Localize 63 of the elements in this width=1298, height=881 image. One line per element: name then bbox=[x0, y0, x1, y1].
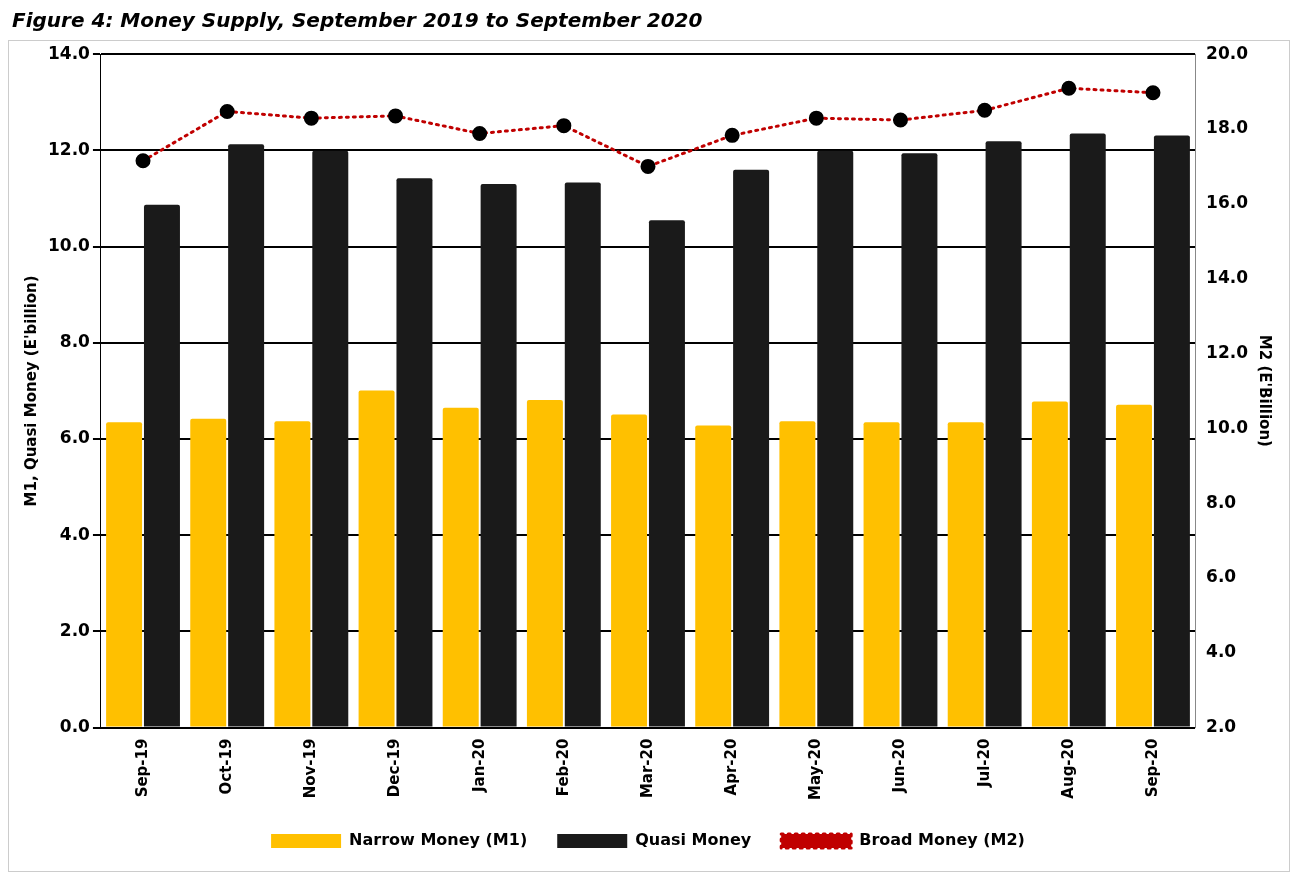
bar bbox=[228, 144, 265, 727]
bar bbox=[143, 204, 180, 727]
y2-tick-label: 20.0 bbox=[1206, 42, 1249, 63]
bar bbox=[648, 220, 685, 727]
bar bbox=[1069, 133, 1106, 727]
bar bbox=[526, 400, 563, 727]
y-tick-label: 12.0 bbox=[47, 138, 91, 159]
y2-tick-label: 18.0 bbox=[1206, 117, 1249, 138]
chart-title: Figure 4: Money Supply, September 2019 to September 2020 bbox=[12, 8, 704, 32]
y2-tick-label: 10.0 bbox=[1206, 416, 1249, 437]
y-tick-label: 6.0 bbox=[59, 427, 91, 448]
legend-label: Quasi Money bbox=[635, 830, 752, 850]
x-tick-label: May-20 bbox=[806, 738, 825, 800]
y-tick-label: 8.0 bbox=[59, 331, 91, 352]
x-tick-label: Sep-19 bbox=[132, 738, 151, 798]
x-tick-label: Aug-20 bbox=[1058, 738, 1077, 799]
bar bbox=[947, 422, 984, 727]
legend-label: Narrow Money (M1) bbox=[349, 830, 528, 850]
x-tick-label: Nov-19 bbox=[301, 738, 320, 799]
y2-tick-label: 16.0 bbox=[1206, 192, 1249, 213]
x-tick-label: Dec-19 bbox=[385, 738, 404, 798]
bar bbox=[1031, 401, 1068, 727]
bar bbox=[564, 182, 601, 727]
y2-tick-label: 8.0 bbox=[1206, 491, 1237, 512]
y2-tick-label: 4.0 bbox=[1206, 641, 1237, 662]
bar bbox=[190, 418, 227, 727]
y2-tick-label: 14.0 bbox=[1206, 267, 1249, 288]
bar bbox=[480, 184, 517, 727]
bar bbox=[863, 422, 900, 727]
bar bbox=[733, 169, 770, 727]
y-tick-label: 0.0 bbox=[59, 715, 91, 736]
legend-label: Broad Money (M2) bbox=[859, 830, 1025, 850]
y-tick-label: 2.0 bbox=[59, 619, 91, 640]
x-tick-label: Oct-19 bbox=[217, 738, 236, 795]
bar bbox=[985, 141, 1022, 727]
y-tick-label: 10.0 bbox=[47, 235, 91, 255]
y-axis-title: M1, Quasi Money (E'billion) bbox=[21, 275, 40, 507]
bar bbox=[442, 407, 479, 727]
bar bbox=[817, 150, 854, 727]
bar bbox=[1116, 404, 1153, 727]
bar bbox=[1153, 135, 1190, 727]
x-tick-label: Jun-20 bbox=[890, 738, 909, 794]
bar bbox=[779, 421, 816, 727]
x-tick-label: Feb-20 bbox=[553, 738, 572, 797]
y2-axis-title: M2 (E'Billion) bbox=[1256, 334, 1275, 447]
bar bbox=[396, 178, 433, 727]
bar bbox=[358, 390, 395, 727]
bar bbox=[274, 421, 311, 727]
y-tick-label: 4.0 bbox=[59, 523, 91, 544]
bar bbox=[312, 150, 349, 727]
x-tick-label: Apr-20 bbox=[722, 738, 741, 796]
x-tick-label: Sep-20 bbox=[1142, 738, 1161, 798]
x-tick-label: Mar-20 bbox=[637, 738, 656, 799]
x-tick-label: Jul-20 bbox=[974, 738, 993, 789]
bar bbox=[611, 414, 648, 727]
bar bbox=[106, 422, 143, 727]
x-tick-label: Jan-20 bbox=[469, 738, 488, 794]
y2-tick-label: 6.0 bbox=[1206, 566, 1237, 587]
bar bbox=[695, 425, 732, 727]
y2-tick-label: 12.0 bbox=[1206, 341, 1249, 362]
y2-tick-label: 2.0 bbox=[1206, 715, 1237, 736]
bar bbox=[901, 153, 938, 727]
y-tick-label: 14.0 bbox=[47, 42, 91, 63]
